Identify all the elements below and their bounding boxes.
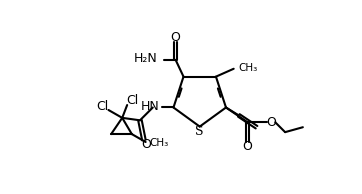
Text: O: O <box>141 139 151 152</box>
Text: HN: HN <box>141 100 160 113</box>
Text: S: S <box>195 126 204 139</box>
Text: O: O <box>243 140 253 153</box>
Text: CH₃: CH₃ <box>150 138 169 148</box>
Text: H₂N: H₂N <box>134 52 158 65</box>
Text: Cl: Cl <box>96 100 109 113</box>
Text: CH₃: CH₃ <box>238 63 257 73</box>
Text: Cl: Cl <box>126 94 138 107</box>
Text: O: O <box>171 31 181 44</box>
Text: O: O <box>266 116 276 129</box>
